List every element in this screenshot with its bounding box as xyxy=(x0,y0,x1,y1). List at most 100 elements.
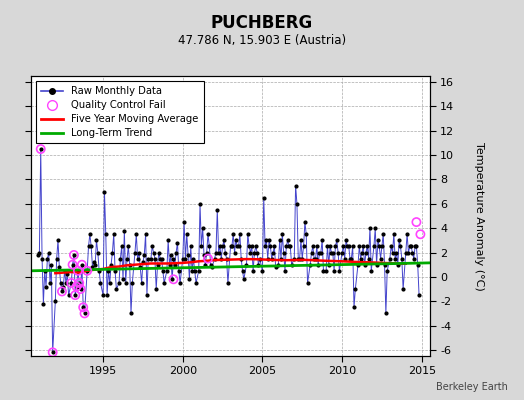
Point xyxy=(92,237,101,244)
Point xyxy=(309,243,317,250)
Point xyxy=(204,256,212,262)
Point xyxy=(173,240,182,246)
Point xyxy=(75,280,83,286)
Point xyxy=(176,280,184,286)
Point xyxy=(49,349,57,356)
Point xyxy=(404,249,412,256)
Point xyxy=(387,243,396,250)
Point xyxy=(185,276,193,282)
Point xyxy=(234,243,243,250)
Point xyxy=(296,256,304,262)
Point xyxy=(299,243,308,250)
Point xyxy=(258,268,267,274)
Point xyxy=(205,243,213,250)
Point xyxy=(371,225,379,231)
Point xyxy=(201,262,210,268)
Point xyxy=(249,268,257,274)
Point xyxy=(410,256,418,262)
Point xyxy=(239,276,248,282)
Point xyxy=(348,243,357,250)
Point xyxy=(139,259,147,266)
Point xyxy=(74,268,82,274)
Point xyxy=(196,201,204,207)
Point xyxy=(64,292,73,298)
Point xyxy=(107,262,115,268)
Point xyxy=(70,252,78,258)
Point xyxy=(232,237,240,244)
Point xyxy=(59,284,68,290)
Point xyxy=(51,298,60,304)
Point xyxy=(244,231,252,238)
Point xyxy=(123,256,131,262)
Point xyxy=(164,237,172,244)
Point xyxy=(259,194,268,201)
Point xyxy=(351,286,359,292)
Point xyxy=(46,280,54,286)
Point xyxy=(366,225,374,231)
Point xyxy=(254,262,263,268)
Point xyxy=(335,268,344,274)
Point xyxy=(194,268,203,274)
Point xyxy=(80,310,89,316)
Point xyxy=(358,249,366,256)
Point xyxy=(222,256,231,262)
Point xyxy=(298,256,307,262)
Point xyxy=(291,182,300,189)
Point xyxy=(395,237,403,244)
Point xyxy=(323,243,332,250)
Point xyxy=(91,262,100,268)
Point xyxy=(412,219,421,225)
Point xyxy=(416,231,424,238)
Point xyxy=(362,249,370,256)
Point xyxy=(52,256,61,262)
Point xyxy=(367,268,376,274)
Point xyxy=(184,252,192,258)
Point xyxy=(69,262,77,268)
Point xyxy=(34,252,42,258)
Point xyxy=(54,237,62,244)
Point xyxy=(141,231,150,238)
Point xyxy=(187,243,195,250)
Point xyxy=(140,252,148,258)
Point xyxy=(74,268,82,274)
Point xyxy=(110,231,118,238)
Point xyxy=(213,207,222,213)
Point xyxy=(179,256,187,262)
Point xyxy=(314,262,322,268)
Point xyxy=(151,256,159,262)
Point xyxy=(381,310,390,316)
Point xyxy=(379,231,387,238)
Point xyxy=(324,262,333,268)
Point xyxy=(394,262,402,268)
Point xyxy=(112,286,121,292)
Point xyxy=(282,243,290,250)
Point xyxy=(192,280,200,286)
Point xyxy=(333,237,341,244)
Point xyxy=(285,243,293,250)
Point xyxy=(214,249,223,256)
Point xyxy=(45,249,53,256)
Point xyxy=(250,249,259,256)
Point xyxy=(70,252,78,258)
Point xyxy=(125,262,134,268)
Point xyxy=(276,237,284,244)
Point xyxy=(359,243,367,250)
Point xyxy=(411,243,419,250)
Legend: Raw Monthly Data, Quality Control Fail, Five Year Moving Average, Long-Term Tren: Raw Monthly Data, Quality Control Fail, … xyxy=(37,81,204,143)
Point xyxy=(71,292,80,298)
Point xyxy=(159,268,167,274)
Point xyxy=(286,243,294,250)
Point xyxy=(47,262,56,268)
Point xyxy=(127,310,135,316)
Point xyxy=(229,231,237,238)
Point xyxy=(318,237,326,244)
Point xyxy=(302,231,310,238)
Point xyxy=(338,249,346,256)
Point xyxy=(72,284,81,290)
Point xyxy=(350,304,358,310)
Point xyxy=(83,268,91,274)
Point xyxy=(72,284,81,290)
Point xyxy=(67,280,75,286)
Point xyxy=(131,249,139,256)
Point xyxy=(105,280,114,286)
